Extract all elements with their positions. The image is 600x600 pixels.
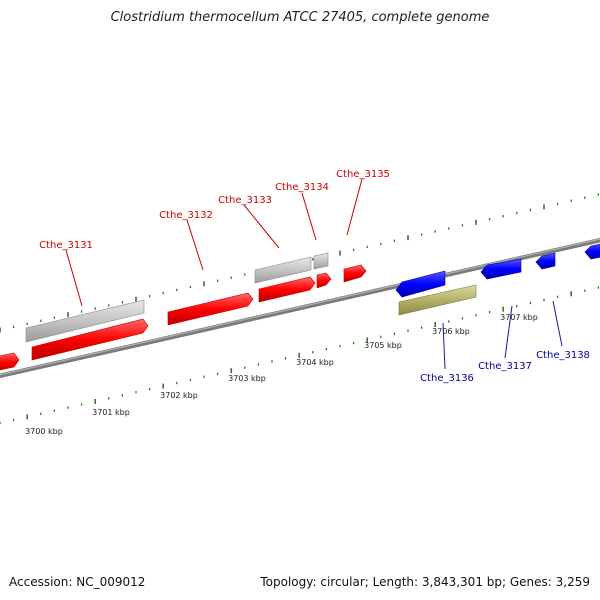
gene-label-cthe-3131[interactable]: Cthe_3131 [39, 240, 93, 251]
scale-label-3705-kbp: 3705 kbp [364, 341, 402, 350]
gene-cthe-3131-arrow[interactable] [31, 318, 149, 361]
label-leader-cthe-3132 [186, 219, 204, 271]
gene-cthe-3139-arrow[interactable] [584, 243, 600, 260]
gene-label-cthe-3133[interactable]: Cthe_3133 [218, 195, 272, 206]
scale-label-3700-kbp: 3700 kbp [25, 427, 63, 436]
scale-label-3706-kbp: 3706 kbp [432, 327, 470, 336]
feature-cthe-3133-rna[interactable] [254, 256, 312, 284]
gene-label-cthe-3138[interactable]: Cthe_3138 [536, 350, 590, 361]
feature-cthe-3131-rna[interactable] [25, 299, 145, 343]
scale-label-3701-kbp: 3701 kbp [92, 408, 130, 417]
scale-label-3703-kbp: 3703 kbp [228, 374, 266, 383]
genome-summary-label: Topology: circular; Length: 3,843,301 bp… [260, 575, 590, 589]
scale-label-3702-kbp: 3702 kbp [160, 391, 198, 400]
gene-cthe-3136-arrow[interactable] [395, 270, 446, 298]
gene-cthe-3134-arrow[interactable] [316, 272, 332, 289]
gene-cthe-3133-arrow[interactable] [258, 276, 316, 303]
accession-label: Accession: NC_009012 [9, 575, 146, 589]
scale-label-3707-kbp: 3707 kbp [500, 313, 538, 322]
label-leader-cthe-3135 [346, 178, 363, 236]
scale-label-3704-kbp: 3704 kbp [296, 358, 334, 367]
label-leader-cthe-3136 [442, 322, 446, 370]
gene-label-cthe-3132[interactable]: Cthe_3132 [159, 210, 213, 221]
gene-cthe-3135-arrow[interactable] [343, 264, 367, 283]
gene-label-cthe-3134[interactable]: Cthe_3134 [275, 182, 329, 193]
gene-cthe-3138-arrow[interactable] [535, 252, 556, 270]
gene-label-cthe-3135[interactable]: Cthe_3135 [336, 169, 390, 180]
gene-label-cthe-3136[interactable]: Cthe_3136 [420, 373, 474, 384]
reverse-tick-track [0, 286, 600, 425]
gene-cthe-3137-arrow[interactable] [480, 258, 522, 280]
gene-label-cthe-3137[interactable]: Cthe_3137 [478, 361, 532, 372]
genome-backbone-highlight [0, 238, 600, 376]
gene-cthe-3132-arrow[interactable] [167, 292, 254, 326]
label-leader-cthe-3137 [504, 305, 513, 359]
feature-cthe-3134-rna[interactable] [313, 252, 329, 270]
gene-cthe-3130-arrow[interactable] [0, 352, 20, 371]
label-leader-cthe-3138 [552, 300, 563, 347]
page-title: Clostridium thermocellum ATCC 27405, com… [110, 10, 490, 25]
label-leader-cthe-3133 [243, 204, 280, 249]
label-leader-cthe-3131 [65, 249, 83, 307]
feature-cthe-3136-olive[interactable] [398, 284, 477, 316]
label-leader-cthe-3134 [301, 192, 317, 241]
